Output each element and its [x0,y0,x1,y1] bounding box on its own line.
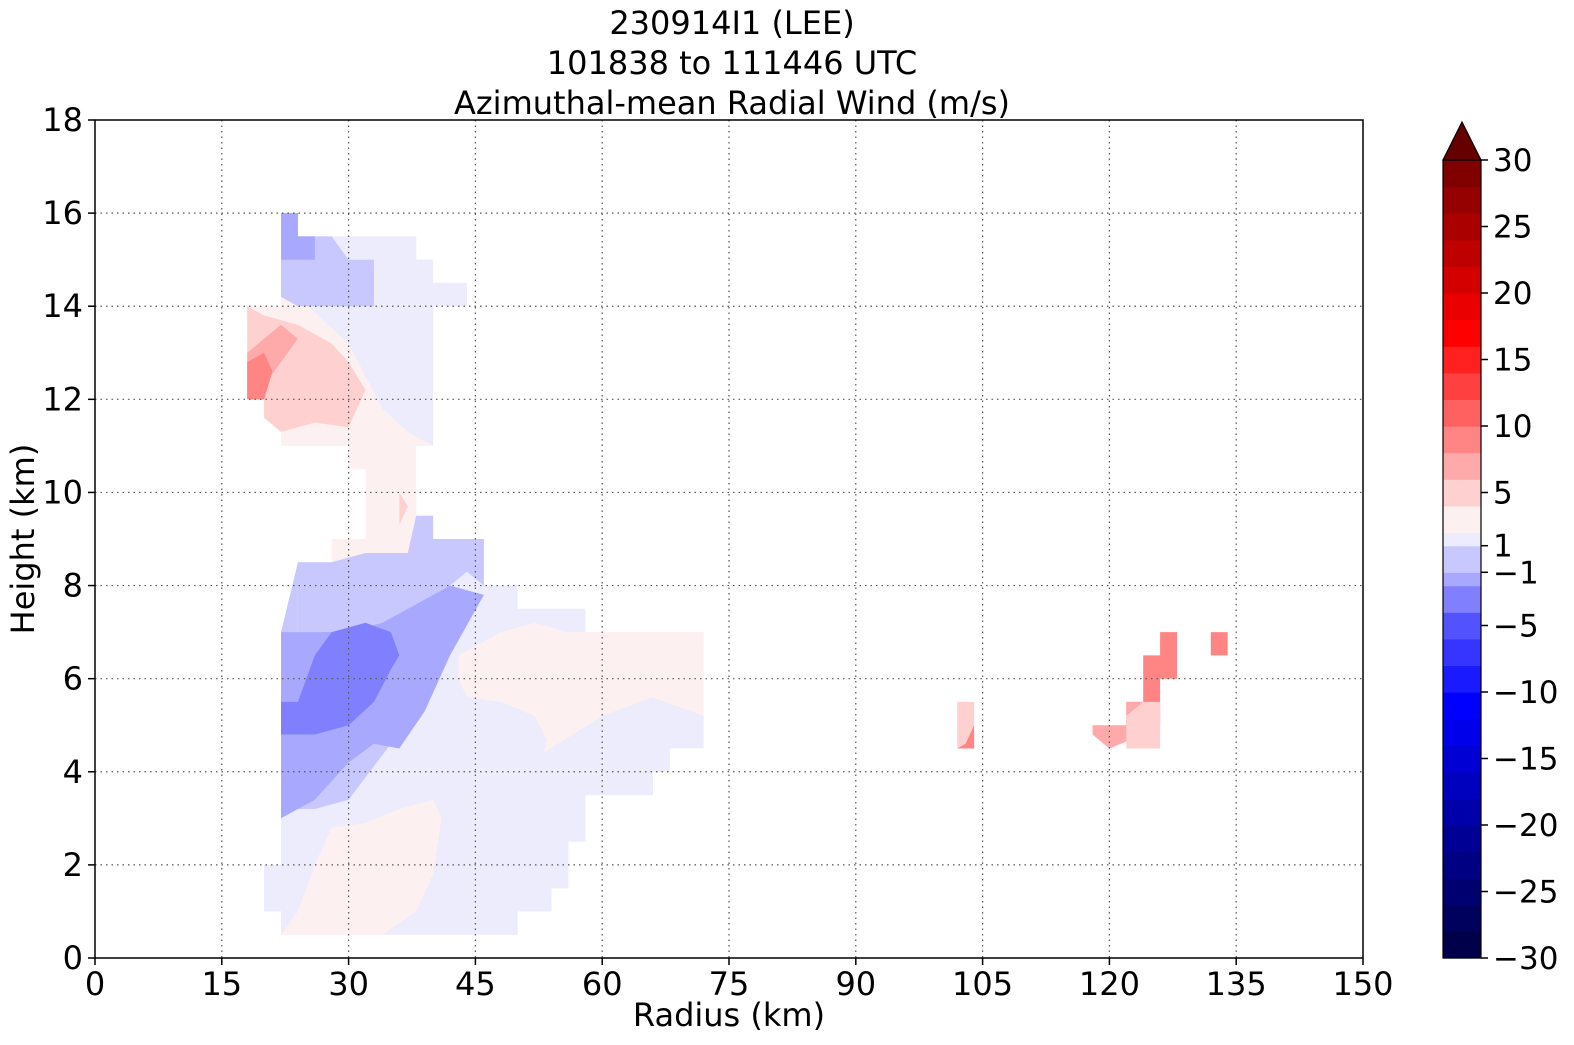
colorbar-swatch [1443,638,1481,666]
x-tick-label: 90 [835,965,876,1003]
y-tick-label: 0 [63,939,83,977]
title-line-3: Azimuthal-mean Radial Wind (m/s) [454,84,1010,122]
colorbar-swatch [1443,426,1481,454]
x-tick-label: 45 [455,965,496,1003]
colorbar-swatch [1443,372,1481,400]
x-tick-label: 30 [328,965,369,1003]
colorbar-swatch [1443,825,1481,853]
colorbar-swatch [1443,718,1481,746]
colorbar-tick-label: −5 [1493,609,1539,645]
colorbar: 30 25 20 15 10 5 1−1 −5 −10 −15 −20 −25 −30 [1442,120,1558,977]
y-tick-label: 10 [42,473,83,511]
contour-fill [247,213,1228,935]
colorbar-tick-label: 25 [1493,210,1532,246]
colorbar-tick-label: 30 [1493,143,1532,179]
contour-region-16 [399,492,408,525]
contour-region-4 [281,515,484,633]
contour-region-18 [957,725,975,749]
colorbar-frame [1442,159,1482,959]
colorbar-tick-label: −25 [1493,875,1558,911]
contour-region-1 [281,697,704,935]
colorbar-tick-label: 5 [1493,476,1513,512]
colorbar-swatch [1443,532,1481,547]
colorbar-swatch [1443,904,1481,932]
colorbar-swatch [1443,545,1481,573]
y-axis-label: Height (km) [4,444,42,635]
y-tick-label: 2 [63,846,83,884]
chart-title: 230914I1 (LEE) 101838 to 111446 UTC Azim… [454,4,1010,122]
x-tick-label: 120 [1079,965,1140,1003]
x-axis: 0 15 30 45 60 75 90 105 120 135 150 [85,958,1394,1003]
colorbar-swatch [1443,585,1481,613]
colorbar-swatch [1443,213,1481,241]
colorbar-swatch [1443,851,1481,879]
colorbar-swatch [1443,612,1481,640]
colorbar-swatch [1443,665,1481,693]
x-tick-label: 75 [709,965,750,1003]
colorbar-swatch [1443,931,1481,959]
colorbar-swatch [1443,346,1481,374]
colorbar-tick-label: −1 [1493,555,1539,591]
x-tick-label: 135 [1206,965,1267,1003]
colorbar-swatch [1443,479,1481,507]
y-tick-label: 16 [42,194,83,232]
colorbar-swatch [1443,319,1481,347]
contour-region-11 [281,799,442,935]
y-tick-label: 8 [63,567,83,605]
colorbar-tick-label: 1 [1493,529,1513,565]
colorbar-swatch [1443,745,1481,773]
colorbar-swatch [1443,505,1481,533]
y-axis: 0 2 4 6 8 10 12 14 16 18 [42,101,95,977]
colorbar-tick-label: 15 [1493,343,1532,379]
y-tick-label: 14 [42,287,83,325]
contour-region-22 [1210,632,1228,656]
colorbar-swatch [1443,399,1481,427]
colorbar-swatch [1443,239,1481,267]
x-tick-label: 0 [85,965,105,1003]
x-tick-label: 15 [201,965,242,1003]
colorbar-tick-label: −20 [1493,808,1558,844]
contour-region-21 [1126,701,1161,749]
colorbar-swatch [1443,572,1481,587]
colorbar-swatch [1443,798,1481,826]
contour-region-14 [247,352,273,400]
colorbar-tick-label: −10 [1493,675,1558,711]
x-tick-label: 60 [582,965,623,1003]
y-tick-label: 4 [63,753,83,791]
grid-lines [95,120,1363,958]
y-tick-label: 18 [42,101,83,139]
colorbar-swatch [1443,266,1481,294]
y-tick-label: 6 [63,660,83,698]
colorbar-tick-label: −30 [1493,941,1558,977]
colorbar-extend-arrow [1442,120,1482,161]
colorbar-swatch [1443,186,1481,214]
colorbar-swatch [1443,160,1481,188]
title-line-1: 230914I1 (LEE) [609,4,854,42]
colorbar-tick-label: 20 [1493,276,1532,312]
title-line-2: 101838 to 111446 UTC [547,44,917,82]
contour-region-6 [281,213,374,307]
colorbar-swatch [1443,692,1481,720]
x-tick-label: 150 [1332,965,1393,1003]
contour-region-10 [458,622,704,749]
colorbar-tick-label: 10 [1493,409,1532,445]
colorbar-swatch [1443,452,1481,480]
x-axis-label: Radius (km) [633,996,825,1034]
contour-region-9 [281,622,400,735]
y-tick-label: 12 [42,380,83,418]
colorbar-swatch [1443,771,1481,799]
colorbar-tick-label: −15 [1493,742,1558,778]
colorbar-swatch [1443,293,1481,321]
contour-region-8 [281,213,315,260]
colorbar-swatch [1443,878,1481,906]
x-tick-label: 105 [952,965,1013,1003]
